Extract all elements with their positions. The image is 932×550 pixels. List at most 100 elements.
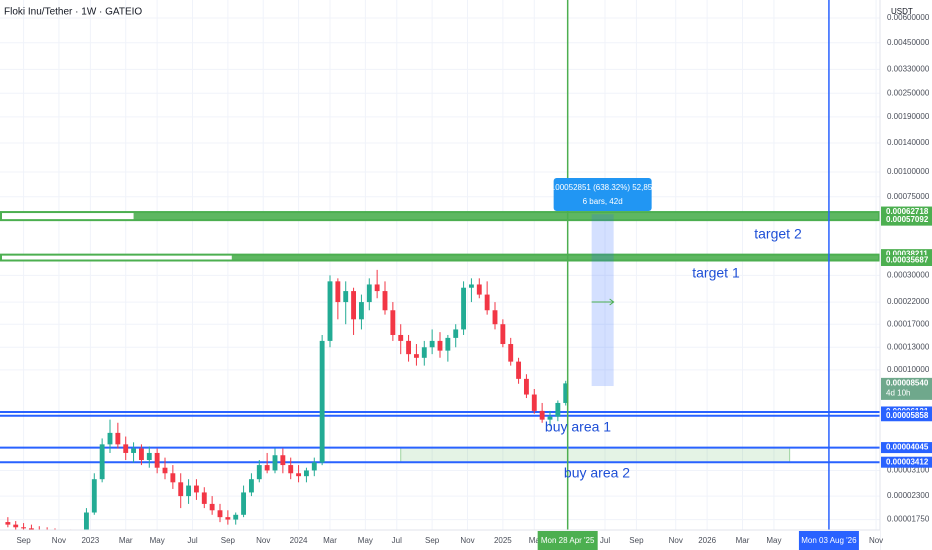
candle-body [445,337,451,351]
candle-body [154,452,160,468]
candle-body [272,455,278,471]
candle-body [500,324,506,345]
price-level-box [881,410,932,422]
y-tick-label: 0.00017000 [887,319,930,328]
measure-sub: 6 bars, 42d [583,197,623,206]
candle-body [366,284,372,303]
candle-body [123,444,129,453]
candle-body [241,492,247,515]
time-axis [0,530,880,550]
x-tick-label: Jul [600,536,610,545]
candle-body [468,284,474,288]
price-level-box [881,442,932,454]
candle-body [303,470,309,477]
candle-body [288,465,294,474]
candle-body [138,448,144,461]
x-tick-label: Sep [16,536,31,545]
candle-body [146,452,152,461]
buy-zone [400,447,791,463]
candle-body [280,455,286,466]
candle-body [131,448,137,453]
candle-body [492,310,498,325]
candle-body [233,514,239,520]
currency-label: USDT [891,7,913,16]
chart-title: Floki Inu/Tether · 1W · GATEIO [4,7,142,18]
y-tick-label: 0.00013000 [887,342,930,351]
measure-arrow-head [609,298,615,306]
measure-box [591,214,614,387]
candle-body [217,510,223,518]
x-tick-label: May [766,536,781,545]
candle-body [539,410,545,420]
y-tick-label: 0.00330000 [887,64,930,73]
price-level-box [881,456,932,468]
time-marker-label: Mon 28 Apr '25 [541,536,595,545]
candle-body [256,465,262,480]
x-tick-label: 2024 [290,536,308,545]
candle-body [523,378,529,395]
candle-body [374,284,380,292]
time-marker-box [798,531,859,550]
candle-body [358,302,364,320]
candle-body [115,432,121,445]
candle-body [319,340,325,463]
price-level-label: 0.00062718 [886,207,929,216]
annotation: buy area 1 [545,419,611,435]
candle-body [413,354,419,358]
y-tick-label: 0.00022000 [887,297,930,306]
x-tick-label: Sep [425,536,440,545]
candle-body [421,347,427,358]
price-level-label: 0.00003412 [886,457,929,466]
candle-body [351,291,357,320]
target-zone [133,212,880,221]
candle-body [13,524,19,528]
x-tick-label: 2026 [698,536,716,545]
x-tick-label: Nov [460,536,474,545]
y-tick-label: 0.00002300 [887,491,930,500]
candle-body [83,512,89,530]
price-level-label: 0.00005858 [886,411,929,420]
price-level-label: 0.00038211 [886,250,928,259]
price-level-box [881,206,932,218]
annotation: target 1 [692,265,740,281]
candle-body [311,462,317,471]
measure-label-box [553,178,652,211]
candle-body [563,383,569,403]
price-level-box [881,249,932,261]
time-marker-label: Mon 03 Aug '26 [801,536,857,545]
candle-body [5,522,11,525]
candle-body [547,416,553,420]
annotation: buy area 2 [564,465,630,481]
x-tick-label: Nov [52,536,66,545]
candle-body [99,444,105,480]
candle-body [193,485,199,493]
candle-body [453,329,459,338]
x-tick-label: 2023 [81,536,99,545]
y-tick-label: 0.00100000 [887,167,930,176]
y-tick-label: 0.00140000 [887,138,930,147]
price-level-label: 0.00057092 [886,215,929,224]
candle-body [264,465,270,471]
y-tick-label: 0.00075000 [887,192,930,201]
candle-body [406,340,412,355]
price-level-label: 0.00035687 [886,256,929,265]
candle-body [555,402,561,417]
y-tick-label: 0.00250000 [887,88,930,97]
candle-body [390,310,396,335]
candle-body [531,394,537,411]
price-level-box [881,377,932,400]
price-level-label: 0.00008540 [886,378,929,387]
y-tick-label: 0.00001750 [887,515,930,524]
x-tick-label: Sep [221,536,236,545]
candle-body [162,467,168,474]
x-tick-label: Jul [392,536,402,545]
candle-body [461,287,467,330]
x-tick-label: Mar [736,536,750,545]
candle-body [178,482,184,497]
candle-body [508,344,514,362]
x-tick-label: Sep [629,536,644,545]
candle-body [21,527,27,529]
candle-body [398,334,404,341]
measure-label: 0.00052851 (638.32%) 52,851 [549,183,658,192]
